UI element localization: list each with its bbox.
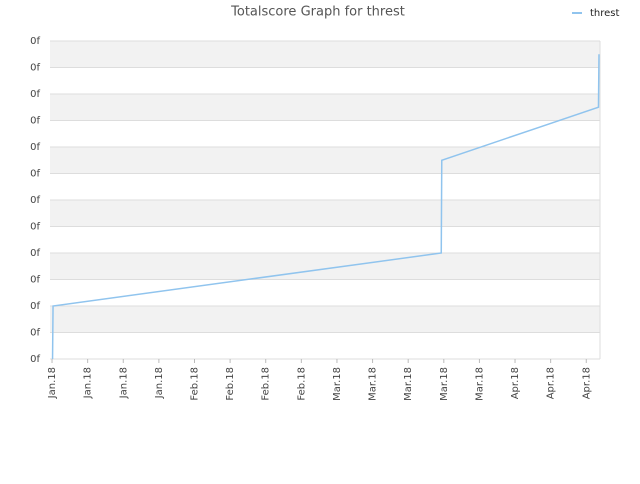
x-tick-label: Mar.18 [332,367,343,401]
y-tick-label: 0f [30,275,40,286]
y-tick-label: 0f [30,354,40,365]
grid-band [50,226,600,253]
y-tick-label: 0f [30,89,40,100]
x-tick-label: Feb.18 [261,367,272,401]
x-tick-label: Feb.18 [189,367,200,401]
y-tick-label: 0f [30,195,40,206]
x-tick-label: Jan.18 [118,367,129,399]
x-tick-label: Jan.18 [47,367,58,399]
grid-band [50,41,600,68]
grid-band [50,94,600,121]
x-tick-label: Mar.18 [403,367,414,401]
grid-band [50,120,600,147]
x-tick-label: Feb.18 [296,367,307,401]
x-tick-label: Feb.18 [225,367,236,401]
y-tick-label: 0f [30,222,40,233]
y-tick-label: 0f [30,248,40,259]
chart-title: Totalscore Graph for threst [230,5,405,20]
grid-band [50,332,600,359]
grid-band [50,173,600,200]
y-tick-label: 0f [30,328,40,339]
legend-label: threst [590,8,620,19]
data-line [51,54,600,360]
x-tick-label: Jan.18 [83,367,94,399]
grid-band [50,253,600,280]
y-tick-label: 0f [30,301,40,312]
grid-band [50,306,600,333]
y-tick-label: 0f [30,142,40,153]
x-tick-label: Jan.18 [154,367,165,399]
y-tick-label: 0f [30,169,40,180]
x-tick-label: Apr.18 [510,367,521,399]
x-tick-label: Mar.18 [439,367,450,401]
x-tick-label: Apr.18 [546,367,557,399]
x-tick-label: Mar.18 [474,367,485,401]
grid-band [50,279,600,306]
y-tick-label: 0f [30,116,40,127]
grid-band [50,200,600,227]
grid-band [50,147,600,174]
x-tick-label: Apr.18 [581,367,592,399]
grid-band [50,67,600,94]
y-tick-label: 0f [30,36,40,47]
x-tick-label: Mar.18 [368,367,379,401]
y-tick-label: 0f [30,63,40,74]
